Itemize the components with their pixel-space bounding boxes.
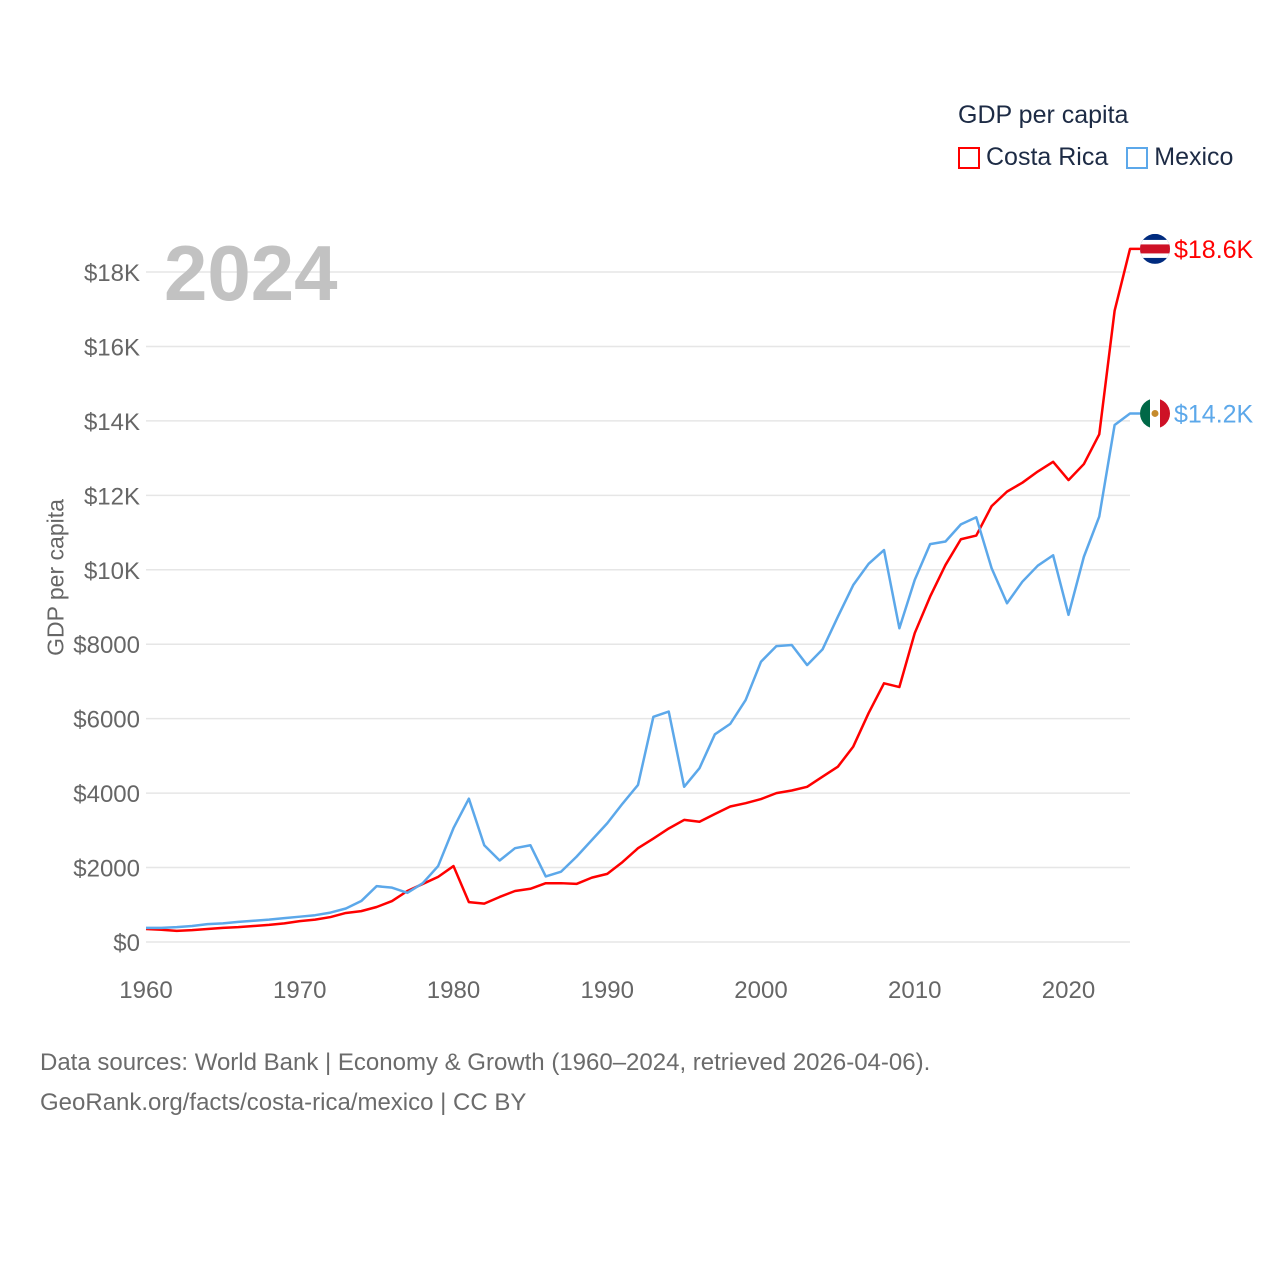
flag-stripe [1160,398,1170,429]
x-tick-label: 2010 [888,977,941,1004]
y-tick-label: $6000 [73,707,140,734]
flag-stripe [1140,398,1150,429]
y-tick-label: $18K [84,260,140,287]
legend: Costa Rica Mexico [958,143,1233,172]
x-tick-label: 2020 [1042,977,1095,1004]
legend-label: Mexico [1154,143,1234,171]
legend-label: Costa Rica [986,143,1109,171]
x-tick-label: 2000 [734,977,787,1004]
flag-stripe [1140,244,1170,254]
y-tick-label: $14K [84,409,140,436]
y-axis-label: GDP per capita [42,499,69,656]
costa-rica-flag-icon [1140,233,1170,264]
y-tick-label: $16K [84,334,140,361]
y-tick-label: $12K [84,483,140,510]
y-tick-label: $2000 [73,856,140,883]
data-source-text: Data sources: World Bank | Economy & Gro… [40,1049,931,1076]
legend-item-mexico[interactable]: Mexico [1126,143,1233,172]
y-tick-label: $4000 [73,781,140,808]
x-tick-label: 1970 [273,977,326,1004]
end-value-label: $14.2K [1174,400,1254,428]
x-tick-label: 1980 [427,977,480,1004]
y-tick-label: $0 [113,930,140,957]
mexico-flag-icon [1140,398,1170,429]
series-line-costa-rica [145,247,1140,933]
flag-body [1140,398,1170,429]
end-value-label: $18.6K [1174,236,1254,264]
legend-swatch [958,146,980,169]
source-link[interactable]: GeoRank.org/facts/costa-rica/mexico | CC… [40,1089,527,1116]
flag-emblem [1151,409,1159,417]
legend-swatch [1126,146,1149,169]
x-tick-label: 1990 [581,977,634,1004]
footer: Data sources: World Bank | Economy & Gro… [40,1043,930,1123]
series-line-mexico [146,412,1140,930]
legend-title: GDP per capita [958,101,1129,129]
year-label: 2024 [164,229,338,317]
y-tick-label: $8000 [73,632,140,659]
x-tick-label: 1960 [119,977,172,1004]
flag-body [1140,233,1170,264]
y-tick-label: $10K [84,558,140,585]
legend-item-costa-rica[interactable]: Costa Rica [958,143,1108,172]
